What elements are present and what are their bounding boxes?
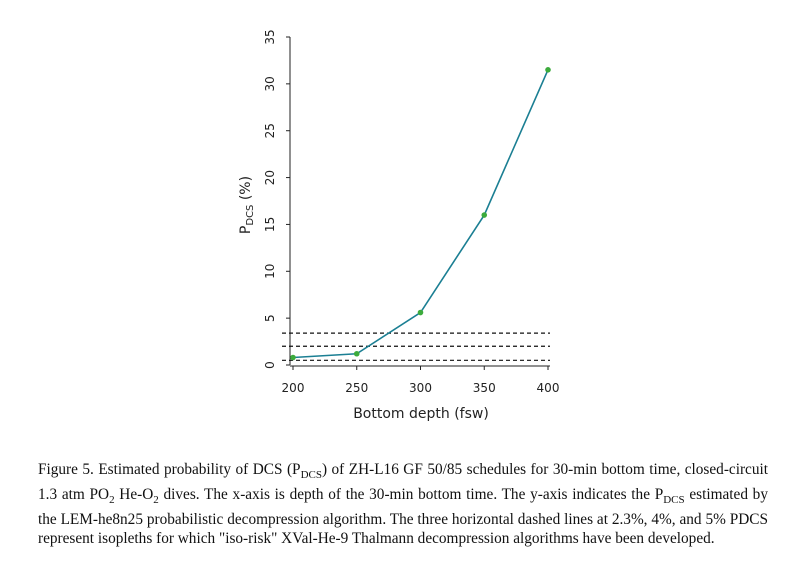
x-axis: 200 250 300 350 400 [282,365,560,395]
caption-part: Figure 5. Estimated probability of DCS (… [38,461,301,478]
x-axis-title: Bottom depth (fsw) [353,406,489,422]
y-tick-label: 20 [263,170,277,185]
y-tick-label: 35 [263,29,277,44]
data-point [290,354,296,361]
caption-sub: 2 [153,494,159,507]
chart: 0 5 10 15 20 25 30 35 200 250 300 350 400 Bottom de… [238,29,560,422]
x-tick-label: 200 [282,381,305,395]
caption-sub: DCS [663,494,685,507]
y-axis-title-main: P [238,226,254,234]
data-point [481,212,488,218]
y-tick-label: 30 [263,76,277,91]
caption-sub: 2 [109,494,115,507]
caption-part: He-O [114,486,154,504]
data-point [353,350,360,357]
y-tick-label: 15 [263,217,277,232]
x-tick-label: 400 [537,381,560,395]
data-series [290,67,551,361]
caption-sub: DCS [300,469,322,482]
x-tick-label: 350 [473,381,496,395]
isopleth-lines [282,332,550,361]
y-axis-title-rest: (%) [238,176,254,205]
data-point [417,309,424,316]
y-tick-label: 5 [263,314,277,322]
y-axis: 0 5 10 15 20 25 30 35 [263,29,291,369]
caption-part: dives. The x-axis is depth of the 30-min… [158,486,664,504]
caption-part: ) of ZH-L16 GF 50/85 schedules for 30-mi… [38,461,768,504]
y-tick-label: 10 [263,264,277,279]
x-tick-label: 300 [409,381,432,395]
y-tick-label: 25 [263,123,277,138]
x-tick-label: 250 [345,381,368,395]
y-axis-title-sub: DCS [245,205,256,226]
y-tick-label: 0 [263,361,277,369]
caption-part: estimated by the LEM-he8n25 probabilisti… [38,486,768,548]
y-axis-title: PDCS (%) [238,176,256,234]
data-point [545,67,551,73]
figure-caption: Figure 5. Estimated probability of DCS (… [38,460,768,548]
